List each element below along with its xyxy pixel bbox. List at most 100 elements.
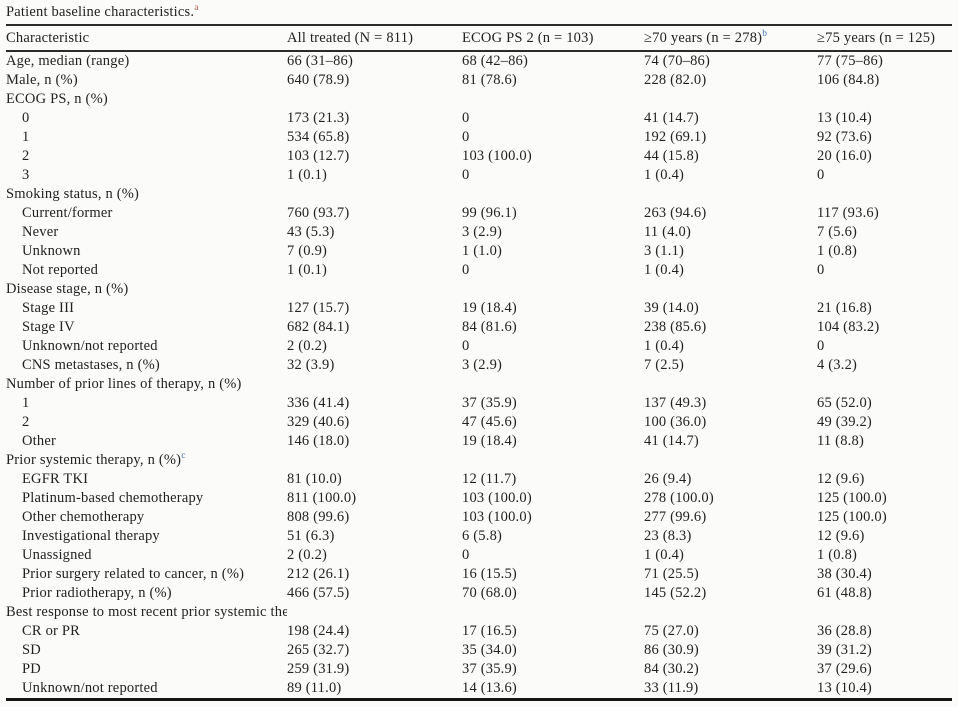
cell-value: 41 (14.7) [644,110,699,126]
table-row: SD 265 (32.7) 35 (34.0) 86 (30.9) 39 (31.2) [6,641,952,660]
cell-value: 81 (78.6) [462,72,517,88]
row-label: EGFR TKI [22,471,89,487]
cell-value: 14 (13.6) [462,680,517,696]
cell-value: 0 [817,262,825,278]
cell-value: 1 (0.8) [817,243,858,259]
cell-value: 61 (48.8) [817,585,872,601]
row-label: Prior radiotherapy, n (%) [22,585,172,601]
table-row: 2 329 (40.6) 47 (45.6) 100 (36.0) 49 (39.2) [6,413,952,432]
row-label: CNS metastases, n (%) [22,357,160,373]
cell-value [644,375,817,394]
cell-value: 92 (73.6) [817,129,872,145]
cell-value: 682 (84.1) [287,319,350,335]
cell-value: 89 (11.0) [287,680,342,696]
cell-value: 84 (30.2) [644,661,699,677]
row-label: CR or PR [22,623,81,639]
row-label: Smoking status, n (%) [6,186,140,202]
table-row: Other 146 (18.0) 19 (18.4) 41 (14.7) 11 (8.8… [6,432,952,451]
cell-value: 103 (100.0) [462,509,532,525]
cell-value: 104 (83.2) [817,319,880,335]
cell-value: 44 (15.8) [644,148,699,164]
row-label: Platinum-based chemotherapy [22,490,204,506]
cell-value: 125 (100.0) [817,509,887,525]
cell-value: 75 (27.0) [644,623,699,639]
cell-value: 13 (10.4) [817,110,872,126]
cell-value: 81 (10.0) [287,471,342,487]
cell-value: 0 [462,338,470,354]
table-row: Male, n (%) 640 (78.9) 81 (78.6) 228 (82.0)… [6,71,952,90]
table-row: CNS metastases, n (%) 32 (3.9) 3 (2.9) 7 (2… [6,356,952,375]
cell-value: 6 (5.8) [462,528,503,544]
cell-value: 238 (85.6) [644,319,707,335]
row-label: Other chemotherapy [22,509,145,525]
cell-value: 173 (21.3) [287,110,350,126]
cell-value: 39 (14.0) [644,300,699,316]
cell-value: 103 (12.7) [287,148,350,164]
cell-value: 212 (26.1) [287,566,350,582]
cell-value [287,280,462,299]
table-row: Not reported 1 (0.1) 0 1 (0.4) 0 [6,261,952,280]
table-row: Best response to most recent prior syste… [6,603,952,622]
cell-value [644,90,817,109]
table-row: Prior radiotherapy, n (%) 466 (57.5) 70 (6… [6,584,952,603]
cell-value: 84 (81.6) [462,319,517,335]
cell-value: 1 (0.4) [644,167,685,183]
cell-value [644,451,817,470]
cell-value: 259 (31.9) [287,661,350,677]
table-row: Age, median (range) 66 (31–86) 68 (42–86) 7… [6,51,952,71]
table-row: EGFR TKI 81 (10.0) 12 (11.7) 26 (9.4) 12 (9.… [6,470,952,489]
row-label: Current/former [22,205,113,221]
cell-value: 39 (31.2) [817,642,872,658]
cell-value: 11 (4.0) [644,224,691,240]
cell-value: 0 [462,129,470,145]
cell-value: 74 (70–86) [644,53,711,69]
table-row: Never 43 (5.3) 3 (2.9) 11 (4.0) 7 (5.6) [6,223,952,242]
row-label: ECOG PS, n (%) [6,91,108,107]
cell-value: 137 (49.3) [644,395,707,411]
cell-value [462,451,644,470]
cell-value: 47 (45.6) [462,414,517,430]
cell-value: 37 (29.6) [817,661,872,677]
cell-value: 19 (18.4) [462,433,517,449]
row-label: Other [22,433,57,449]
cell-value: 17 (16.5) [462,623,517,639]
row-label: Male, n (%) [6,72,78,88]
table-row: Unassigned 2 (0.2) 0 1 (0.4) 1 (0.8) [6,546,952,565]
cell-value [817,603,952,622]
table-body: Age, median (range) 66 (31–86) 68 (42–86) 7… [6,51,952,700]
cell-value: 106 (84.8) [817,72,880,88]
cell-value: 2 (0.2) [287,338,328,354]
row-label: Stage IV [22,319,75,335]
header-row: Characteristic All treated (N = 811) ECO… [6,24,952,52]
cell-value: 32 (3.9) [287,357,335,373]
row-label: Number of prior lines of therapy, n (%) [6,376,242,392]
table-row: Unknown/not reported 2 (0.2) 0 1 (0.4) 0 [6,337,952,356]
cell-value: 38 (30.4) [817,566,872,582]
cell-value: 20 (16.0) [817,148,872,164]
cell-value: 1 (0.1) [287,167,328,183]
table-row: Disease stage, n (%) [6,280,952,299]
cell-value: 37 (35.9) [462,395,517,411]
cell-value: 11 (8.8) [817,433,864,449]
table-row: ECOG PS, n (%) [6,90,952,109]
table-row: 1 534 (65.8) 0 192 (69.1) 92 (73.6) [6,128,952,147]
row-label: 0 [22,110,30,126]
cell-value: 35 (34.0) [462,642,517,658]
cell-value: 336 (41.4) [287,395,350,411]
row-label: Unknown/not reported [22,338,158,354]
cell-value [462,375,644,394]
row-label: 2 [22,414,30,430]
table-row: Smoking status, n (%) [6,185,952,204]
cell-value: 534 (65.8) [287,129,350,145]
table-caption-text: Patient baseline characteristics. [6,4,195,20]
cell-value: 21 (16.8) [817,300,872,316]
row-label: SD [22,642,41,658]
cell-value: 7 (5.6) [817,224,858,240]
column-header-all-treated: All treated (N = 811) [287,24,462,52]
cell-value: 278 (100.0) [644,490,714,506]
cell-value: 0 [817,167,825,183]
cell-value: 127 (15.7) [287,300,350,316]
cell-value: 277 (99.6) [644,509,707,525]
cell-value: 65 (52.0) [817,395,872,411]
row-label: Prior surgery related to cancer, n (%) [22,566,245,582]
